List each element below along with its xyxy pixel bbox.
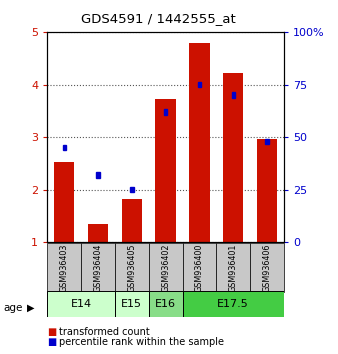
Bar xyxy=(47,291,115,317)
Bar xyxy=(198,82,201,87)
Bar xyxy=(250,243,284,292)
Bar xyxy=(96,172,100,178)
Text: E15: E15 xyxy=(121,299,142,309)
Bar xyxy=(257,139,277,242)
Bar xyxy=(115,291,149,317)
Bar xyxy=(122,199,142,242)
Bar xyxy=(223,74,243,242)
Bar xyxy=(81,243,115,292)
Text: GSM936405: GSM936405 xyxy=(127,243,136,292)
Text: transformed count: transformed count xyxy=(59,327,150,337)
Text: GSM936406: GSM936406 xyxy=(263,244,271,292)
Bar xyxy=(149,243,183,292)
Text: E17.5: E17.5 xyxy=(217,299,249,309)
Bar xyxy=(115,243,149,292)
Text: ■: ■ xyxy=(47,337,56,347)
Bar xyxy=(183,243,216,292)
Bar xyxy=(265,139,269,144)
Text: E16: E16 xyxy=(155,299,176,309)
Text: percentile rank within the sample: percentile rank within the sample xyxy=(59,337,224,347)
Text: ■: ■ xyxy=(47,327,56,337)
Bar xyxy=(88,224,108,242)
Text: ▶: ▶ xyxy=(27,303,35,313)
Bar xyxy=(189,44,210,242)
Bar xyxy=(130,187,134,193)
Text: GSM936403: GSM936403 xyxy=(60,244,69,292)
Bar xyxy=(216,243,250,292)
Bar xyxy=(54,162,74,242)
Bar xyxy=(155,99,176,242)
Text: E14: E14 xyxy=(71,299,92,309)
Text: GSM936401: GSM936401 xyxy=(229,244,238,292)
Text: GSM936400: GSM936400 xyxy=(195,244,204,292)
Bar xyxy=(149,291,183,317)
Bar xyxy=(47,243,81,292)
Bar xyxy=(232,92,235,98)
Text: GDS4591 / 1442555_at: GDS4591 / 1442555_at xyxy=(81,12,236,25)
Bar xyxy=(183,291,284,317)
Text: GSM936404: GSM936404 xyxy=(94,244,102,292)
Bar xyxy=(63,145,66,150)
Bar xyxy=(164,109,167,115)
Text: GSM936402: GSM936402 xyxy=(161,243,170,292)
Text: age: age xyxy=(3,303,23,313)
